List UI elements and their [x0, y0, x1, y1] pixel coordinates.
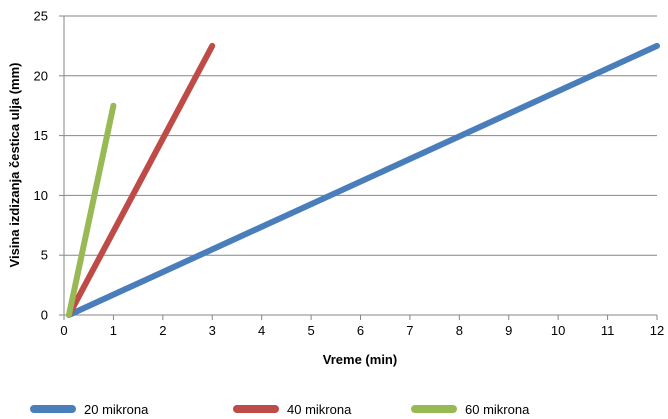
legend: 20 mikrona 40 mikrona 60 mikrona — [30, 402, 530, 417]
y-tick-label-25: 25 — [34, 9, 48, 24]
y-axis-title: Visina izdizanja čestica ulja (mm) — [7, 63, 22, 268]
legend-label-60-mikrona: 60 mikrona — [465, 402, 530, 417]
series-line-40-mikrona — [65, 42, 216, 318]
x-axis-ticks: 0 1 2 3 4 5 6 7 8 9 10 11 12 — [60, 315, 664, 338]
series-lines — [65, 42, 660, 318]
x-tick-label-7: 7 — [406, 323, 413, 338]
x-tick-label-0: 0 — [60, 323, 67, 338]
x-tick-label-5: 5 — [307, 323, 314, 338]
y-tick-label-0: 0 — [41, 308, 48, 323]
y-tick-label-5: 5 — [41, 248, 48, 263]
y-tick-label-15: 15 — [34, 128, 48, 143]
y-axis-ticks: 0 5 10 15 20 25 — [34, 9, 64, 323]
x-tick-label-9: 9 — [505, 323, 512, 338]
x-tick-label-4: 4 — [258, 323, 265, 338]
y-tick-label-20: 20 — [34, 68, 48, 83]
x-tick-label-10: 10 — [551, 323, 565, 338]
series-line-20-mikrona — [65, 42, 660, 318]
x-tick-label-11: 11 — [601, 323, 615, 338]
x-tick-label-8: 8 — [456, 323, 463, 338]
x-tick-label-12: 12 — [650, 323, 664, 338]
legend-label-40-mikrona: 40 mikrona — [287, 402, 352, 417]
x-tick-label-2: 2 — [159, 323, 166, 338]
x-tick-label-6: 6 — [357, 323, 364, 338]
x-tick-label-1: 1 — [110, 323, 117, 338]
gridlines — [64, 15, 657, 256]
x-axis-title: Vreme (min) — [323, 352, 397, 367]
y-tick-label-10: 10 — [34, 188, 48, 203]
legend-label-20-mikrona: 20 mikrona — [84, 402, 149, 417]
x-tick-label-3: 3 — [209, 323, 216, 338]
series-line-60-mikrona — [65, 102, 117, 318]
